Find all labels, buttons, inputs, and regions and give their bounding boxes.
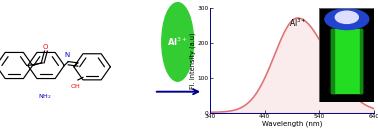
Bar — [360, 29, 362, 93]
Text: OH: OH — [71, 84, 81, 89]
Circle shape — [162, 3, 194, 81]
Text: NH$_2$: NH$_2$ — [39, 92, 52, 101]
Bar — [332, 29, 334, 93]
Text: Al$^{3+}$: Al$^{3+}$ — [288, 16, 307, 29]
Y-axis label: Fl. Intensity (a.u): Fl. Intensity (a.u) — [189, 32, 196, 89]
Ellipse shape — [325, 9, 369, 30]
Text: O: O — [43, 44, 48, 50]
Ellipse shape — [335, 11, 358, 23]
Bar — [332, 29, 362, 93]
Text: N: N — [65, 52, 70, 58]
X-axis label: Wavelength (nm): Wavelength (nm) — [262, 120, 322, 127]
Text: Al$^{3+}$: Al$^{3+}$ — [167, 36, 188, 48]
